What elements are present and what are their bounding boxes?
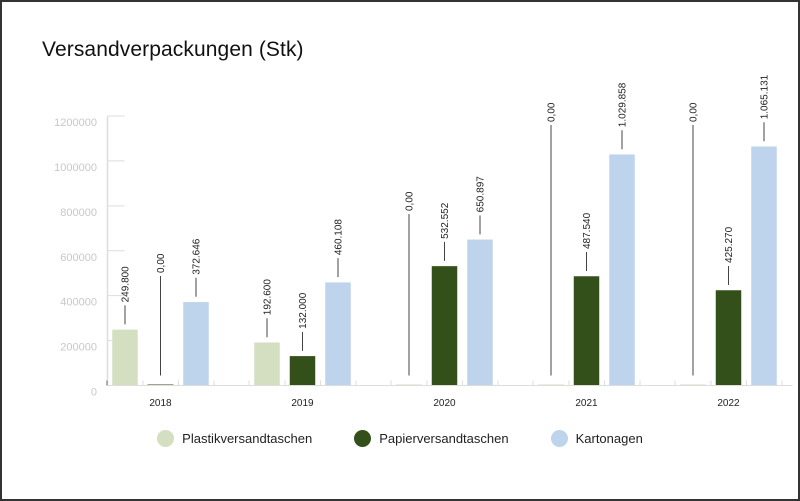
legend-label: Papierversandtaschen [379,430,509,446]
y-tick-label: 400000 [60,297,97,309]
bar-kartonagen-2018[interactable] [182,301,210,386]
legend-item-kartonagen[interactable]: Kartonagen [529,428,643,448]
bar-kartonagen-2022[interactable] [750,146,778,386]
legend: Plastikversandtaschen Papierversandtasch… [0,428,800,448]
x-tick-label: 2020 [433,398,456,409]
data-label: 0,00 [156,253,167,273]
bar-kartonagen-2019[interactable] [324,281,352,386]
bar-papierversandtaschen-2020[interactable] [431,265,458,386]
x-tick-label: 2022 [717,398,740,409]
data-label: 0,00 [689,102,700,122]
data-label: 487.540 [582,212,593,249]
data-label: 1.029.858 [618,82,629,127]
bar-papierversandtaschen-2019[interactable] [289,355,316,386]
data-label: 132.000 [298,292,309,329]
legend-item-papierversandtaschen[interactable]: Papierversandtaschen [332,428,509,448]
data-label: 460.108 [334,219,345,256]
chart-title: Versandverpackungen (Stk) [42,38,304,61]
y-tick-label: 800000 [60,207,97,219]
x-tick-label: 2019 [291,398,314,409]
bar-papierversandtaschen-2021[interactable] [573,275,600,386]
data-label: 650.897 [476,176,487,213]
legend-label: Plastikversandtaschen [182,430,313,446]
data-label: 0,00 [405,191,416,211]
data-labels: 249.800 0,00 372.646 192.600 132.000 460.108 0… [121,74,771,376]
y-axis: 0 200000 400000 600000 800000 1000000 1200000 [54,115,125,399]
data-label: 532.552 [440,202,451,239]
bars [111,146,778,386]
y-tick-label: 600000 [60,252,97,264]
data-label: 425.270 [724,226,735,263]
legend-swatch-icon [354,429,372,447]
bar-kartonagen-2021[interactable] [608,153,636,386]
y-tick-label: 200000 [60,342,97,354]
y-tick-label: 1200000 [54,117,97,129]
y-tick-label: 0 [91,387,97,399]
x-tick-label: 2021 [575,398,598,409]
legend-swatch-icon [550,429,568,447]
legend-swatch-icon [157,429,175,447]
bar-plastikversandtaschen-2018[interactable] [111,329,139,386]
data-label: 1.065.131 [760,74,771,119]
data-label: 372.646 [192,238,203,275]
legend-item-plastikversandtaschen[interactable]: Plastikversandtaschen [157,428,312,448]
x-tick-label: 2018 [149,398,172,409]
y-tick-label: 1000000 [54,162,97,174]
legend-label: Kartonagen [575,430,643,446]
bar-kartonagen-2020[interactable] [466,239,494,386]
bar-plastikversandtaschen-2019[interactable] [253,341,281,386]
x-axis: 2018 2019 2020 2021 2022 [106,380,793,409]
bar-papierversandtaschen-2022[interactable] [715,289,742,386]
data-label: 249.800 [121,266,132,303]
data-label: 192.600 [263,279,274,316]
data-label: 0,00 [547,102,558,122]
